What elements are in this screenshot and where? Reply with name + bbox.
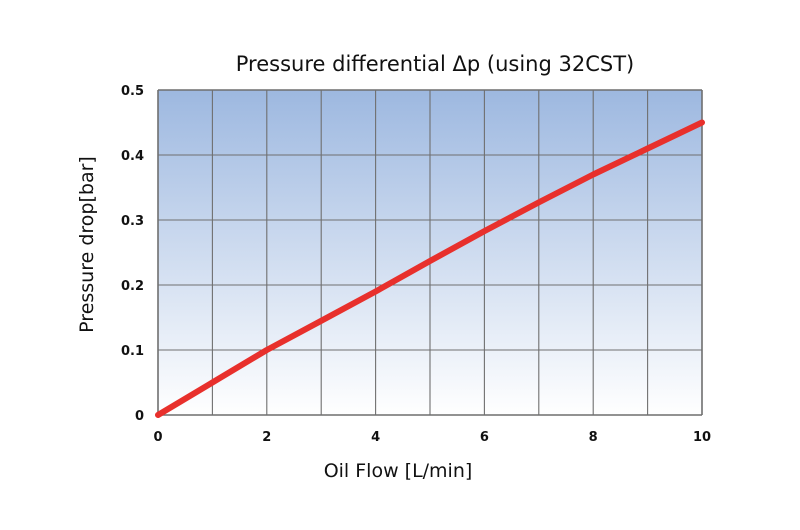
x-tick-label: 10 (693, 430, 711, 445)
y-tick-label: 0.5 (121, 84, 144, 99)
x-tick-label: 2 (262, 430, 271, 445)
series-line (155, 119, 705, 418)
x-axis-label: Oil Flow [L/min] (324, 460, 473, 482)
x-tick-label: 4 (371, 430, 380, 445)
y-tick-label: 0.1 (121, 344, 144, 359)
y-axis-label: Pressure drop[bar] (76, 156, 98, 333)
y-tick-label: 0 (135, 409, 144, 424)
tick-labels: 0 2 4 6 8 10 0 0.1 0.2 0.3 0.4 0.5 (121, 84, 711, 445)
y-tick-label: 0.4 (121, 149, 144, 164)
x-tick-label: 6 (480, 430, 489, 445)
chart-title: Pressure differential Δp (using 32CST) (235, 52, 635, 76)
grid (157, 89, 703, 416)
y-tick-label: 0.2 (121, 279, 144, 294)
x-tick-label: 0 (153, 430, 162, 445)
x-tick-label: 8 (589, 430, 598, 445)
y-tick-label: 0.3 (121, 214, 144, 229)
series-group (155, 119, 705, 418)
